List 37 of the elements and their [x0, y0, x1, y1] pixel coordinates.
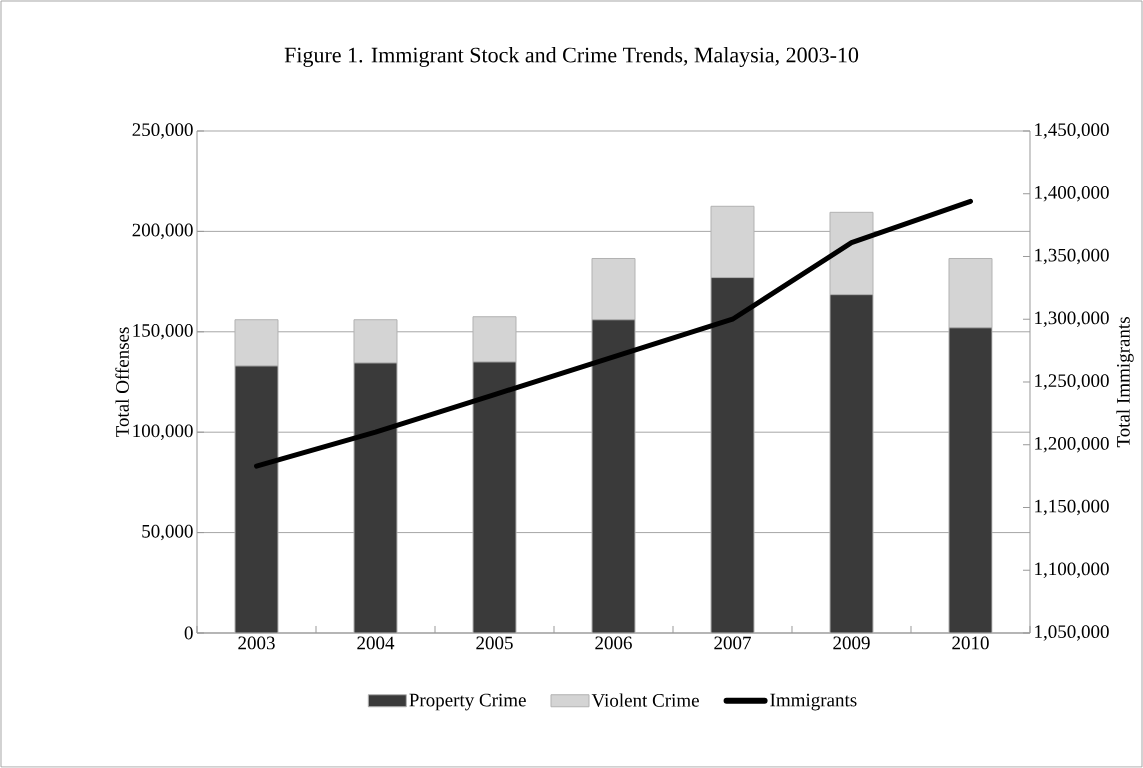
- bar: [353, 362, 398, 633]
- bar: [710, 277, 755, 633]
- bar: [591, 319, 636, 633]
- legend-label: Violent Crime: [591, 693, 699, 707]
- bar: [472, 316, 517, 363]
- x-tick-label: 2009: [833, 636, 870, 650]
- x-tick-label: 2010: [952, 636, 989, 650]
- legend-label: Property Crime: [409, 693, 526, 711]
- x-tick-label: 2004: [357, 636, 395, 650]
- y-tick-label: 150,000: [133, 324, 193, 340]
- y-tick-label: 200,000: [132, 223, 193, 240]
- y2-tick-label: 1,450,000: [1035, 123, 1109, 139]
- bar: [472, 361, 517, 633]
- y2-tick-label: 1,300,000: [1035, 311, 1109, 328]
- y-tick-label: 0: [184, 626, 193, 640]
- legend-label: Immigrants: [770, 693, 857, 711]
- y2-tick-label: 1,050,000: [1035, 625, 1109, 641]
- bar: [234, 365, 279, 633]
- y2-tick-label: 1,200,000: [1035, 436, 1109, 453]
- y2-tick-label: 1,250,000: [1035, 374, 1109, 390]
- y2-tick-label: 1,150,000: [1035, 499, 1109, 516]
- y2-tick-label: 1,350,000: [1035, 248, 1109, 265]
- y-tick-label: 50,000: [142, 524, 193, 541]
- x-tick-label: 2003: [238, 636, 275, 650]
- x-tick-label: 2005: [476, 636, 513, 650]
- x-tick-label: 2007: [714, 636, 751, 650]
- y-tick-label: 250,000: [132, 123, 193, 139]
- bar: [948, 327, 993, 633]
- y2-tick-label: 1,100,000: [1035, 562, 1109, 579]
- x-tick-label: 2006: [595, 636, 632, 650]
- y2-axis-title: Total Immigrants: [1116, 317, 1134, 448]
- chart-title: Figure 1. Immigrant Stock and Crime Trends, Malaysia, 2003-10: [284, 46, 859, 67]
- y-tick-label: 100,000: [133, 424, 193, 440]
- y2-tick-label: 1,400,000: [1035, 185, 1109, 202]
- bar: [353, 319, 398, 364]
- bar: [829, 294, 874, 633]
- y-axis-title: Total Offenses: [115, 327, 129, 437]
